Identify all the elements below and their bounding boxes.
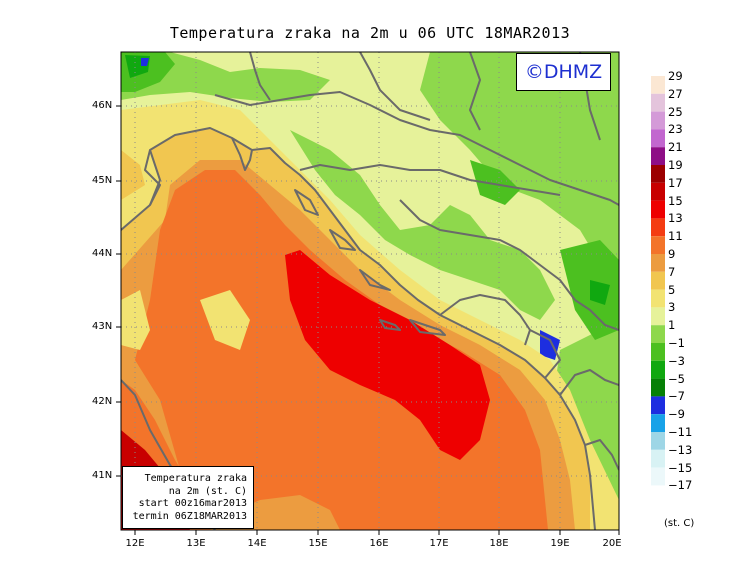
lon-label-14e: 14E xyxy=(247,538,267,549)
lat-label-42n: 42N xyxy=(92,396,113,407)
info-line-3: start 00z16mar2013 xyxy=(138,498,247,509)
legend-label: 15 xyxy=(668,193,683,208)
lon-label-20e: 20E xyxy=(602,538,622,549)
legend-swatch xyxy=(651,449,665,468)
legend-swatch xyxy=(651,325,665,343)
axis-ticks xyxy=(116,105,620,535)
info-line-4: termin 06Z18MAR2013 xyxy=(132,510,247,522)
lon-label-17e: 17E xyxy=(429,538,449,549)
legend-label: 3 xyxy=(668,300,676,315)
map-frame xyxy=(120,51,620,531)
legend-label: 7 xyxy=(668,264,676,279)
legend-swatch xyxy=(651,271,665,290)
legend-label: 17 xyxy=(668,175,683,190)
info-box: Temperatura zraka na 2m (st. C) start 00… xyxy=(122,466,254,529)
graticule xyxy=(121,52,619,530)
legend-label: 19 xyxy=(668,158,683,172)
legend-swatch xyxy=(651,289,665,308)
lon-label-18e: 18E xyxy=(489,538,509,549)
legend-swatch xyxy=(651,165,665,183)
legend-label: −9 xyxy=(668,407,685,422)
legend-label: −13 xyxy=(668,442,693,457)
legend-swatch xyxy=(651,200,665,219)
lat-label-45n: 45N xyxy=(92,175,113,186)
map-title: Temperatura zraka na 2m u 06 UTC 18MAR20… xyxy=(169,24,571,42)
info-line-2: na 2m (st. C) xyxy=(168,485,247,497)
lat-label-41n: 41N xyxy=(92,470,113,481)
legend-swatch xyxy=(651,236,665,254)
dhmz-logo: ©DHMZ xyxy=(516,53,611,91)
legend-swatch xyxy=(651,396,665,415)
legend-colorbar xyxy=(651,76,665,486)
legend-label: 23 xyxy=(668,122,683,137)
legend-label: 13 xyxy=(668,211,683,226)
legend-label: −11 xyxy=(668,425,693,439)
legend-label: 5 xyxy=(668,282,676,297)
legend-swatch xyxy=(651,218,665,237)
info-line-1: Temperatura zraka xyxy=(144,473,247,484)
legend-swatch xyxy=(651,129,665,148)
legend-label: −3 xyxy=(668,353,685,368)
legend-swatch xyxy=(651,76,665,94)
legend-swatch xyxy=(651,414,665,432)
legend-label: 29 xyxy=(668,69,683,83)
legend-label: −5 xyxy=(668,371,685,386)
legend-label: 25 xyxy=(668,104,683,119)
legend-swatch xyxy=(651,147,665,165)
lon-label-19e: 19E xyxy=(550,538,570,549)
legend-label: −15 xyxy=(668,460,693,475)
lon-label-13e: 13E xyxy=(186,538,206,549)
lat-label-44n: 44N xyxy=(92,248,113,259)
legend-swatch xyxy=(651,111,665,130)
legend-swatch xyxy=(651,360,665,379)
lon-label-12e: 12E xyxy=(125,538,145,549)
legend-unit: (st. C) xyxy=(664,518,695,529)
legend-label: 11 xyxy=(668,229,683,244)
legend-label: −1 xyxy=(668,336,685,350)
lon-label-16e: 16E xyxy=(369,538,389,549)
lat-label-46n: 46N xyxy=(92,100,113,111)
legend-swatch xyxy=(651,93,665,112)
lon-label-15e: 15E xyxy=(308,538,328,549)
legend-swatch xyxy=(651,182,665,201)
legend-swatch xyxy=(651,432,665,450)
legend-swatch xyxy=(651,343,665,361)
legend-label: 21 xyxy=(668,140,683,155)
legend-swatch xyxy=(651,254,665,272)
map-fill xyxy=(121,52,619,530)
legend-swatch xyxy=(651,467,665,486)
legend-label: −7 xyxy=(668,389,685,404)
legend-label: −17 xyxy=(668,478,693,493)
legend-label: 1 xyxy=(668,318,676,333)
legend-swatch xyxy=(651,378,665,397)
legend-swatch xyxy=(651,307,665,326)
legend-label: 27 xyxy=(668,86,683,101)
legend-label: 9 xyxy=(668,247,676,261)
lat-label-43n: 43N xyxy=(92,321,113,332)
